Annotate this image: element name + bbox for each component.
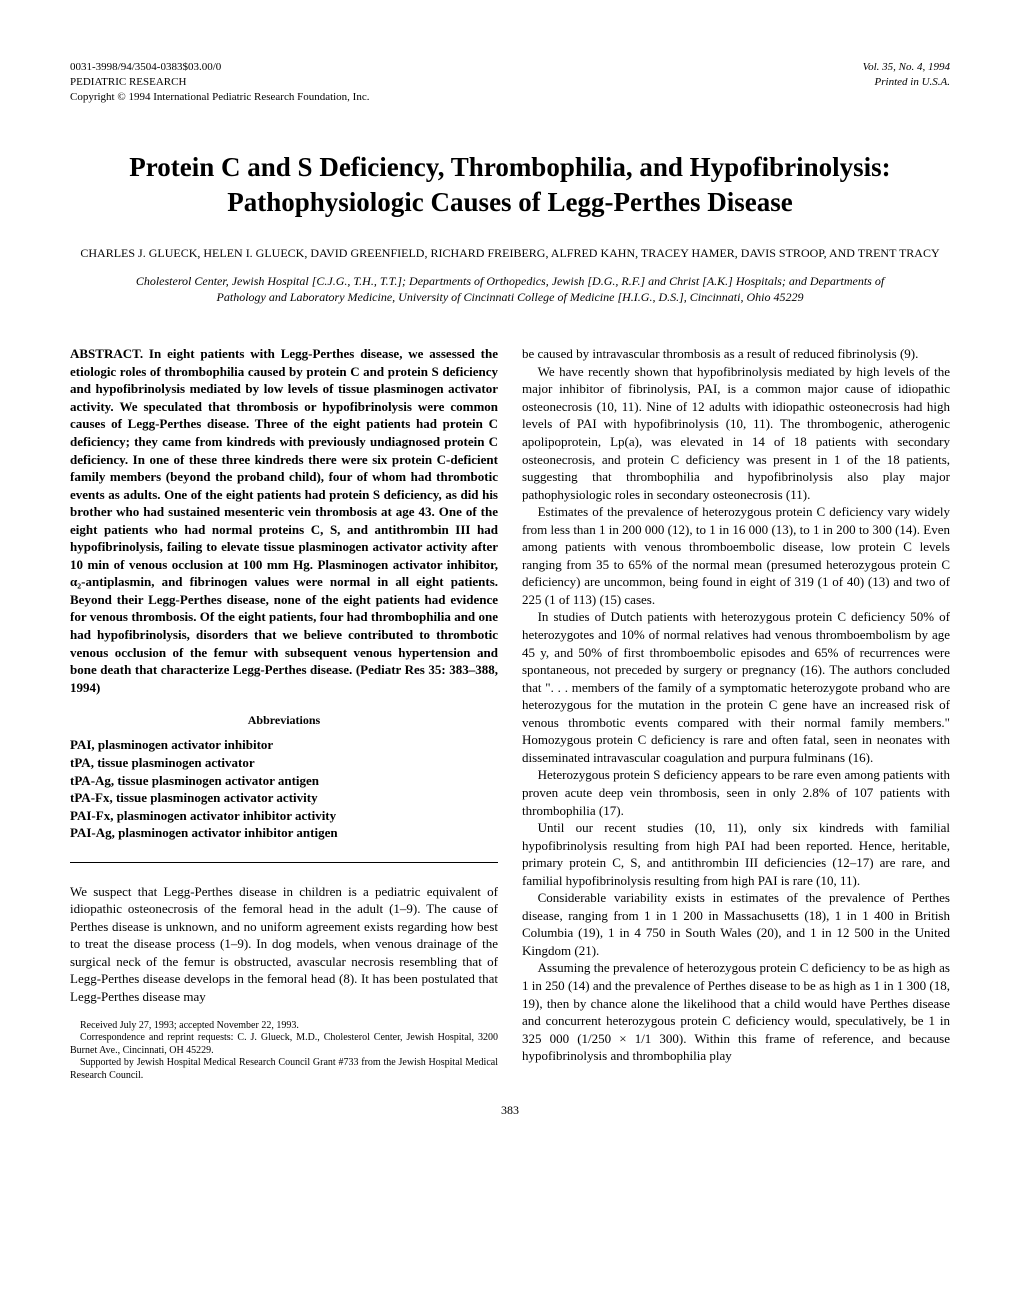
body-paragraph: We have recently shown that hypofibrinol… — [522, 363, 950, 503]
affiliations: Cholesterol Center, Jewish Hospital [C.J… — [70, 273, 950, 305]
page-number: 383 — [70, 1102, 950, 1118]
journal-name: PEDIATRIC RESEARCH — [70, 75, 369, 90]
section-divider — [70, 862, 498, 863]
header-right: Vol. 35, No. 4, 1994 Printed in U.S.A. — [863, 60, 950, 105]
two-column-layout: ABSTRACT. In eight patients with Legg-Pe… — [70, 345, 950, 1082]
body-paragraph: Assuming the prevalence of heterozygous … — [522, 959, 950, 1064]
abbrev-item: PAI-Ag, plasminogen activator inhibitor … — [70, 824, 498, 842]
abbrev-item: tPA-Ag, tissue plasminogen activator ant… — [70, 772, 498, 790]
authors-list: CHARLES J. GLUECK, HELEN I. GLUECK, DAVI… — [70, 245, 950, 261]
abstract-text: ABSTRACT. In eight patients with Legg-Pe… — [70, 345, 498, 696]
left-column: ABSTRACT. In eight patients with Legg-Pe… — [70, 345, 498, 1082]
abbrev-item: tPA-Fx, tissue plasminogen activator act… — [70, 789, 498, 807]
body-paragraph: In studies of Dutch patients with hetero… — [522, 608, 950, 766]
abbreviations-list: PAI, plasminogen activator inhibitor tPA… — [70, 736, 498, 841]
abbrev-item: PAI, plasminogen activator inhibitor — [70, 736, 498, 754]
footnote-received: Received July 27, 1993; accepted Novembe… — [70, 1020, 498, 1033]
footnote-support: Supported by Jewish Hospital Medical Res… — [70, 1057, 498, 1082]
body-paragraph: Heterozygous protein S deficiency appear… — [522, 766, 950, 819]
volume-info: Vol. 35, No. 4, 1994 — [863, 60, 950, 75]
issn-line: 0031-3998/94/3504-0383$03.00/0 — [70, 60, 369, 75]
article-title: Protein C and S Deficiency, Thrombophili… — [70, 150, 950, 220]
abbrev-item: PAI-Fx, plasminogen activator inhibitor … — [70, 807, 498, 825]
body-paragraph: Considerable variability exists in estim… — [522, 889, 950, 959]
body-paragraph: Estimates of the prevalence of heterozyg… — [522, 503, 950, 608]
header-left: 0031-3998/94/3504-0383$03.00/0 PEDIATRIC… — [70, 60, 369, 105]
journal-header: 0031-3998/94/3504-0383$03.00/0 PEDIATRIC… — [70, 60, 950, 105]
printed-info: Printed in U.S.A. — [863, 75, 950, 90]
abbreviations-heading: Abbreviations — [70, 712, 498, 728]
abbrev-item: tPA, tissue plasminogen activator — [70, 754, 498, 772]
body-paragraph: be caused by intravascular thrombosis as… — [522, 345, 950, 363]
body-paragraph: We suspect that Legg-Perthes disease in … — [70, 883, 498, 1006]
footnotes: Received July 27, 1993; accepted Novembe… — [70, 1020, 498, 1083]
body-paragraph: Until our recent studies (10, 11), only … — [522, 819, 950, 889]
footnote-correspondence: Correspondence and reprint requests: C. … — [70, 1032, 498, 1057]
copyright-line: Copyright © 1994 International Pediatric… — [70, 90, 369, 105]
right-column: be caused by intravascular thrombosis as… — [522, 345, 950, 1082]
